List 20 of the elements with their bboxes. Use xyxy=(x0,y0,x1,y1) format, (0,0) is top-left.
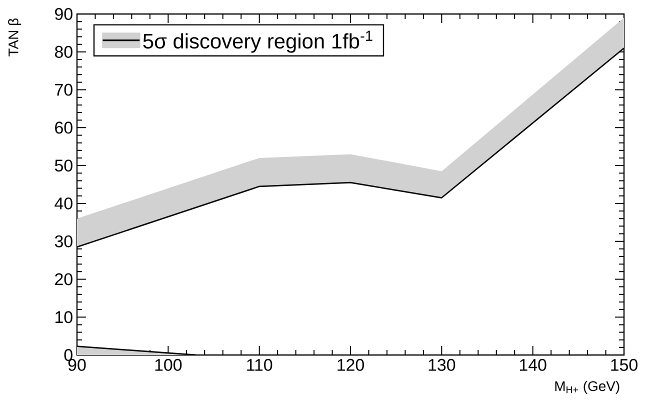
x-tick-label: 140 xyxy=(520,358,546,371)
legend-label: 5σ discovery region 1fb$^{-1}$ xyxy=(143,30,372,53)
y-tick-label: 50 xyxy=(54,160,72,172)
y-tick-label: 90 xyxy=(55,8,72,20)
x-tick-label: 90 xyxy=(68,358,86,371)
x-tick-label: 110 xyxy=(247,358,272,371)
x-tick-label: 130 xyxy=(428,358,456,371)
x-tick-label: 150 xyxy=(611,358,638,371)
y-tick-label: 70 xyxy=(55,84,72,96)
x-tick-label: 120 xyxy=(338,358,364,371)
x-tick-label: 100 xyxy=(155,358,182,371)
y-tick-label: 10 xyxy=(56,311,72,324)
y-tick-label: 40 xyxy=(54,197,72,210)
y-tick-label: 30 xyxy=(54,235,72,248)
y-tick-label: 20 xyxy=(55,273,72,286)
y-tick-label: 80 xyxy=(54,46,72,58)
y-tick-label: 0 xyxy=(64,349,72,361)
x-axis-title: M$_{H+}$ (GeV) xyxy=(555,380,620,394)
y-tick-label: 60 xyxy=(55,122,72,134)
y-axis-title: TAN β xyxy=(8,18,22,56)
